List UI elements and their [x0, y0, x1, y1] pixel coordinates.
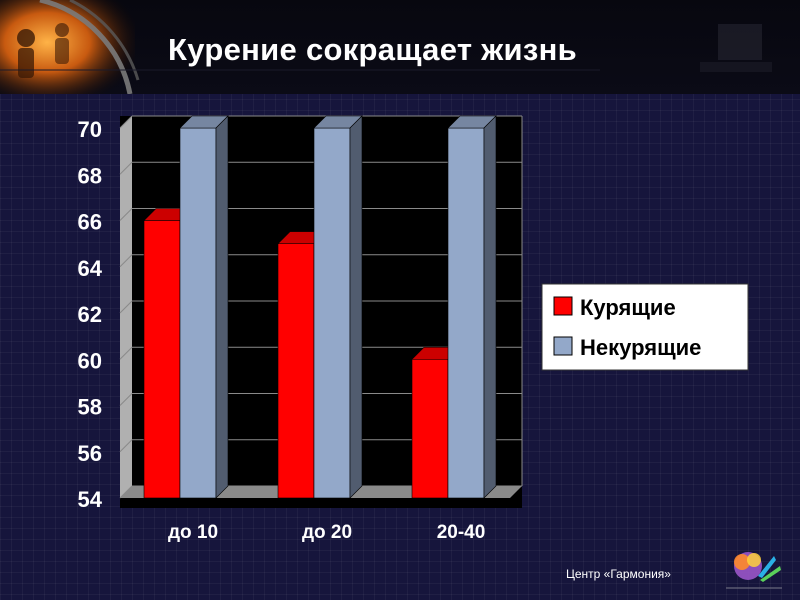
- bar: [447, 127, 485, 499]
- gridline-side: [119, 346, 133, 360]
- gridline-side: [119, 254, 133, 268]
- legend-swatch: [553, 296, 573, 316]
- y-tick-label: 70: [78, 117, 102, 142]
- bar-side: [349, 115, 363, 499]
- y-tick-label: 64: [78, 256, 103, 281]
- garmonia-logo-icon: [726, 552, 782, 589]
- gridline-side: [119, 485, 133, 499]
- y-tick-label: 56: [78, 441, 102, 466]
- header-decoration-image: [0, 0, 772, 94]
- gridline-side: [119, 161, 133, 175]
- legend-label: Курящие: [580, 295, 676, 320]
- gridline-side: [119, 300, 133, 314]
- y-tick-label: 58: [78, 395, 102, 420]
- bar: [277, 243, 315, 499]
- y-tick-label: 68: [78, 163, 102, 188]
- legend-label: Некурящие: [580, 335, 701, 360]
- x-tick-label: 20-40: [437, 522, 486, 543]
- gridline-side: [119, 439, 133, 453]
- legend-box: [541, 283, 749, 371]
- gridline-side: [119, 393, 133, 406]
- bar: [143, 220, 181, 499]
- slide-title: Курение сокращает жизнь: [168, 32, 577, 67]
- bar: [313, 127, 351, 499]
- footer-org-name: Центр «Гармония»: [566, 567, 671, 581]
- bar-side: [215, 115, 229, 499]
- x-tick-label: до 10: [168, 522, 218, 543]
- bar: [411, 358, 449, 499]
- y-tick-label: 66: [78, 210, 102, 235]
- gridline-side: [119, 115, 133, 129]
- y-tick-label: 62: [78, 302, 102, 327]
- header-banner: Курение сокращает жизнь: [0, 0, 800, 94]
- bar: [179, 127, 217, 499]
- legend-swatch: [553, 336, 573, 356]
- y-tick-label: 54: [78, 487, 103, 512]
- gridline-side: [119, 208, 133, 221]
- x-tick-label: до 20: [302, 522, 352, 543]
- bar-side: [483, 115, 497, 499]
- y-tick-label: 60: [78, 348, 102, 373]
